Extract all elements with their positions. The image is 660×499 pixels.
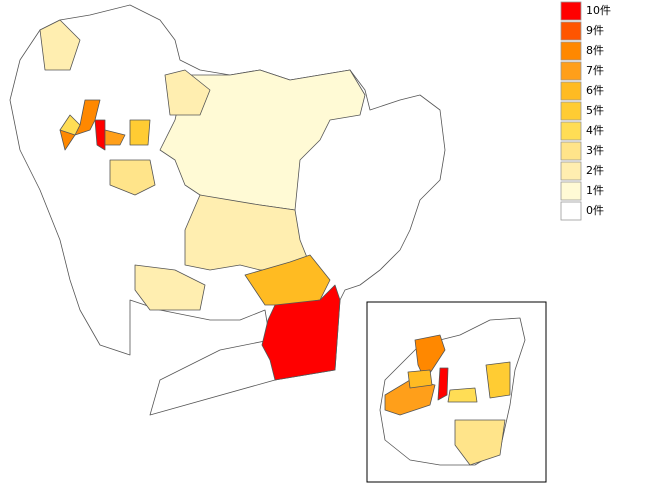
legend-label: 4件	[586, 124, 604, 137]
legend-label: 0件	[586, 204, 604, 217]
legend-swatch	[560, 141, 582, 161]
legend-swatch	[560, 121, 582, 141]
region	[437, 367, 449, 401]
legend-label: 8件	[586, 44, 604, 57]
region	[159, 69, 366, 211]
region	[59, 114, 81, 136]
legend-swatch	[560, 61, 582, 81]
legend-swatch	[560, 21, 582, 41]
inset-map	[366, 301, 547, 483]
legend-swatch	[560, 181, 582, 201]
legend-label: 2件	[586, 164, 604, 177]
legend-label: 3件	[586, 144, 604, 157]
region	[454, 419, 506, 466]
legend-label: 1件	[586, 184, 604, 197]
region	[485, 361, 511, 399]
region	[129, 119, 151, 146]
legend-swatch	[560, 1, 582, 21]
legend-label: 6件	[586, 84, 604, 97]
legend-label: 10件	[586, 4, 611, 17]
legend-swatch	[560, 41, 582, 61]
legend-label: 5件	[586, 104, 604, 117]
region	[39, 19, 81, 71]
legend-label: 9件	[586, 24, 604, 37]
legend-swatch	[560, 201, 582, 221]
legend-swatch	[560, 161, 582, 181]
region	[407, 369, 433, 389]
legend-swatch	[560, 101, 582, 121]
legend-swatch	[560, 81, 582, 101]
region	[261, 284, 341, 381]
region	[414, 334, 446, 381]
region	[164, 69, 211, 116]
region	[94, 119, 106, 151]
region	[104, 129, 126, 146]
region	[447, 387, 478, 403]
region	[134, 264, 206, 311]
inset-frame	[366, 301, 547, 483]
region	[109, 159, 156, 196]
legend: 10件 9件 8件 7件 6件 5件 4件 3件 2件 1件 0件	[560, 1, 611, 221]
legend-label: 7件	[586, 64, 604, 77]
main-map	[9, 4, 446, 416]
